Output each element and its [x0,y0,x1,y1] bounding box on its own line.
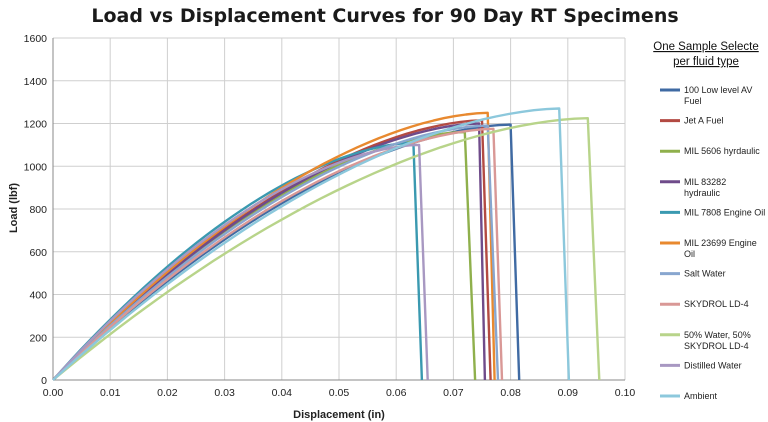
tick-labels: 0 200 400 600 800 1000 1200 1400 1600 0.00 0.01 0.0… [24,33,636,399]
y-tick-label: 200 [29,332,47,344]
legend-label: Fuel [684,96,702,106]
x-tick-label: 0.10 [615,387,636,399]
legend-entry: Jet A Fuel [660,116,724,126]
x-tick-label: 0.00 [43,387,64,399]
series-line-6 [52,124,500,381]
y-tick-label: 1000 [24,161,48,173]
series-line-10 [52,107,571,381]
legend-label: MIL 5606 hyrdaulic [684,146,760,156]
legend-label: Ambient [684,391,718,401]
legend-label: Oil [684,249,695,259]
x-tick-label: 0.08 [500,387,521,399]
y-tick-label: 1200 [24,119,48,131]
legend-entry: SKYDROL LD-4 [660,299,749,309]
grid-lines [53,37,626,380]
series-lines [52,107,601,381]
series-line-2 [52,130,477,381]
y-tick-label: 1600 [24,33,48,45]
legend-label: MIL 7808 Engine Oil [684,207,765,217]
legend-entry: Distilled Water [660,360,742,370]
chart-title: Load vs Displacement Curves for 90 Day R… [91,5,678,27]
legend-label: SKYDROL LD-4 [684,299,749,309]
legend-label: Jet A Fuel [684,116,724,126]
legend-label: 50% Water, 50% [684,330,751,340]
x-tick-label: 0.03 [214,387,235,399]
x-tick-label: 0.07 [443,387,464,399]
y-tick-label: 800 [29,204,47,216]
series-line-4 [52,141,424,381]
legend-label: Distilled Water [684,360,742,370]
series-line-0 [52,123,521,381]
legend-label: MIL 83282 [684,177,726,187]
x-axis-label: Displacement (in) [293,409,385,421]
legend-label: hydraulic [684,188,721,198]
legend-entry: Salt Water [660,269,726,279]
legend: One Sample Selecte per fluid type 100 Low … [653,41,765,401]
legend-title: One Sample Selecte [653,41,758,53]
x-tick-label: 0.06 [386,387,407,399]
x-tick-label: 0.09 [558,387,579,399]
legend-label: 100 Low level AV [684,85,752,95]
y-axis-label: Load (lbf) [8,183,20,233]
series-line-9 [52,143,429,381]
y-tick-label: 400 [29,290,47,302]
legend-entry: MIL 5606 hyrdaulic [660,146,760,156]
y-tick-label: 1400 [24,76,48,88]
series-line-7 [52,127,504,381]
legend-entry: MIL 7808 Engine Oil [660,207,765,217]
x-tick-label: 0.01 [100,387,121,399]
legend-entry: Ambient [660,391,718,401]
legend-title: per fluid type [673,56,739,68]
series-line-1 [52,119,492,381]
y-tick-label: 600 [29,247,47,259]
legend-label: MIL 23699 Engine [684,238,757,248]
y-tick-label: 0 [41,375,47,387]
x-tick-label: 0.04 [272,387,293,399]
legend-label: Salt Water [684,269,726,279]
legend-label: SKYDROL LD-4 [684,341,749,351]
x-tick-label: 0.02 [157,387,178,399]
series-line-8 [52,117,601,381]
legend-entry: 50% Water, 50%SKYDROL LD-4 [660,330,751,351]
x-tick-label: 0.05 [329,387,350,399]
axes [52,38,625,381]
